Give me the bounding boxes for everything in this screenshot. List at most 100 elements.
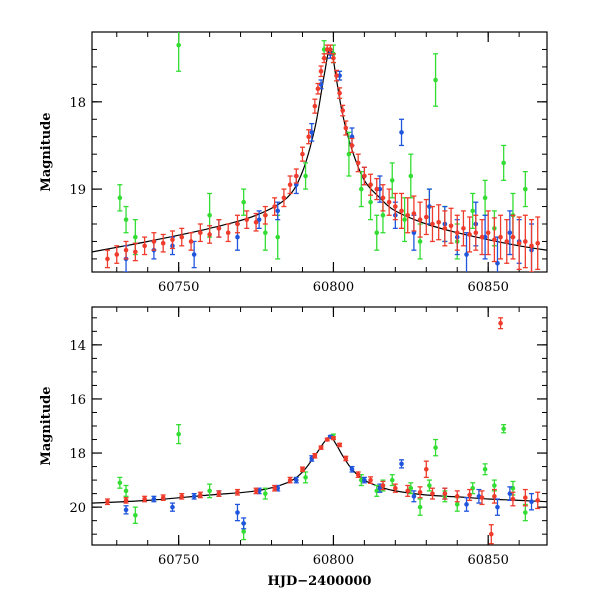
- panel-top: 60750 60800 60850 18 19 Magnitude: [39, 31, 548, 295]
- data-point-red: [328, 47, 333, 52]
- data-point-red: [216, 491, 222, 496]
- data-point-red: [417, 489, 423, 495]
- data-point-red: [467, 232, 472, 237]
- data-point-blue: [529, 499, 534, 505]
- data-point-red: [287, 477, 293, 483]
- data-point-red: [188, 239, 194, 244]
- data-point-red: [272, 485, 277, 491]
- data-point-red: [133, 249, 138, 255]
- data-point-green: [241, 199, 246, 205]
- data-point-red: [340, 108, 346, 113]
- data-point-red: [461, 226, 466, 231]
- data-point-red: [417, 217, 423, 222]
- data-point-green: [207, 212, 212, 218]
- data-point-red: [380, 195, 386, 201]
- data-point-green: [303, 173, 308, 179]
- x-tick-label: 60850: [468, 280, 509, 295]
- data-point-red: [225, 230, 231, 236]
- data-point-red: [405, 488, 411, 494]
- plot-area: [92, 32, 547, 272]
- data-point-green: [408, 173, 414, 179]
- series-red: [104, 317, 541, 545]
- data-point-green: [417, 239, 423, 244]
- data-point-green: [427, 483, 432, 488]
- data-point-blue: [275, 208, 281, 214]
- data-point-blue: [293, 477, 299, 483]
- data-point-blue: [399, 130, 404, 135]
- x-tick-label: 60850: [468, 553, 509, 568]
- data-point-green: [454, 502, 460, 507]
- data-point-red: [535, 498, 541, 503]
- data-point-red: [368, 182, 373, 188]
- y-tick-label: 20: [69, 501, 86, 516]
- data-point-red: [473, 230, 479, 236]
- data-point-red: [485, 230, 491, 236]
- data-point-red: [207, 232, 212, 237]
- data-point-red: [498, 234, 503, 240]
- data-point-red: [142, 243, 147, 249]
- data-point-red: [160, 240, 166, 246]
- data-point-green: [380, 212, 386, 218]
- data-point-blue: [123, 507, 129, 513]
- data-point-red: [114, 252, 120, 257]
- data-point-green: [523, 186, 528, 192]
- data-point-red: [123, 247, 129, 253]
- data-point-red: [331, 435, 336, 441]
- y-axis-label: Magnitude: [39, 386, 54, 465]
- data-point-red: [442, 226, 448, 231]
- data-point-red: [479, 495, 485, 500]
- data-point-red: [324, 437, 330, 442]
- data-point-green: [117, 480, 123, 486]
- data-point-green: [176, 42, 181, 48]
- data-point-red: [170, 237, 175, 243]
- data-point-red: [312, 453, 318, 459]
- data-point-blue: [427, 204, 432, 209]
- data-point-red: [293, 173, 299, 179]
- data-point-green: [123, 217, 129, 222]
- data-point-red: [411, 211, 417, 216]
- data-point-blue: [170, 504, 175, 510]
- data-point-blue: [464, 502, 469, 507]
- data-point-blue: [362, 477, 367, 483]
- data-point-blue: [191, 252, 197, 257]
- data-point-red: [312, 103, 318, 109]
- data-point-green: [402, 217, 407, 222]
- panel-bottom: 60750 60800 60850 14 16 18 20 Magnitude HJD−2400…: [39, 306, 548, 589]
- data-point-red: [105, 256, 110, 262]
- data-point-red: [272, 204, 277, 209]
- data-point-red: [315, 86, 321, 92]
- data-point-red: [488, 531, 494, 537]
- series-blue: [123, 48, 535, 272]
- data-point-green: [358, 186, 364, 192]
- data-point-red: [343, 456, 349, 461]
- data-point-green: [176, 431, 181, 437]
- data-point-red: [393, 485, 398, 491]
- y-tick-label: 18: [69, 96, 86, 111]
- data-point-red: [430, 221, 435, 227]
- data-point-red: [523, 239, 528, 244]
- data-point-red: [300, 151, 305, 157]
- data-point-red: [300, 466, 305, 472]
- data-point-red: [492, 237, 497, 243]
- data-point-red: [510, 234, 516, 240]
- data-point-red: [235, 489, 240, 495]
- series-green: [117, 32, 528, 260]
- data-point-red: [479, 234, 485, 240]
- data-point-green: [523, 510, 528, 515]
- y-axis-label: Magnitude: [39, 112, 54, 191]
- data-point-red: [198, 492, 203, 498]
- data-point-red: [393, 204, 398, 209]
- data-point-red: [343, 125, 349, 131]
- data-point-red: [529, 243, 534, 249]
- data-point-red: [331, 55, 336, 61]
- data-point-red: [423, 466, 429, 472]
- data-point-red: [123, 498, 129, 503]
- data-point-red: [442, 491, 448, 496]
- data-point-green: [501, 160, 506, 166]
- data-point-red: [510, 496, 516, 502]
- data-point-green: [303, 475, 308, 480]
- series-red: [104, 44, 541, 272]
- data-point-green: [408, 485, 414, 491]
